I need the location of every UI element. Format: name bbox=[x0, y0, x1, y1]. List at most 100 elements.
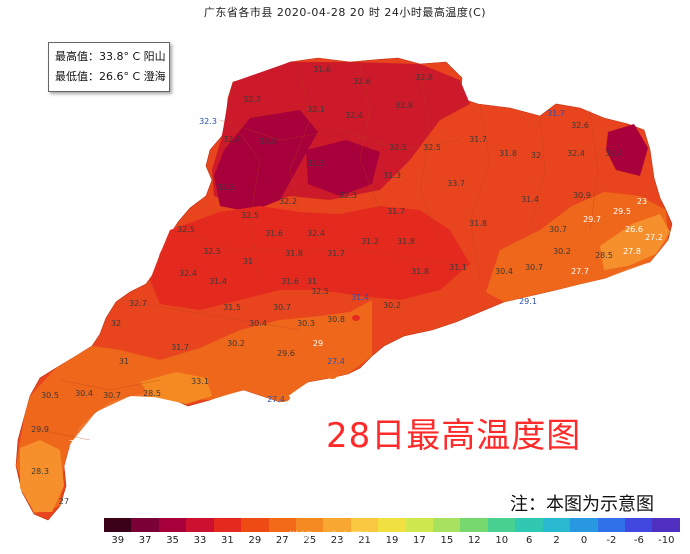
max-value-line: 最高值：33.8° C 阳山 bbox=[55, 50, 166, 63]
legend-label: 21 bbox=[358, 535, 371, 546]
station-temperature-label: 32.4 bbox=[179, 269, 197, 278]
station-values: 31.6 32.6 32.8 32.7 32.1 32.4 32.8 32.3 32.4 33.8… bbox=[31, 65, 663, 506]
station-temperature-label: 32.5 bbox=[311, 287, 329, 296]
station-temperature-label: 29 bbox=[313, 339, 323, 348]
station-temperature-label: 29.6 bbox=[277, 349, 295, 358]
station-temperature-label: 31.1 bbox=[449, 263, 467, 272]
station-temperature-label: 27 bbox=[59, 497, 69, 506]
legend-swatch bbox=[433, 518, 461, 532]
station-temperature-label: 31.7 bbox=[387, 207, 405, 216]
legend-swatch bbox=[460, 518, 488, 532]
legend-label: 33 bbox=[193, 535, 207, 546]
legend-swatch bbox=[213, 518, 242, 532]
legend-label: 25 bbox=[303, 535, 317, 546]
legend-label: 0 bbox=[580, 535, 588, 546]
legend-swatch bbox=[515, 518, 543, 532]
legend-label: 15 bbox=[440, 535, 454, 546]
legend-label: -10 bbox=[658, 535, 675, 546]
station-temperature-label: 27.4 bbox=[327, 357, 345, 366]
legend-swatch bbox=[158, 518, 187, 532]
station-temperature-label: 32.5 bbox=[307, 159, 325, 168]
station-temperature-label: 32.1 bbox=[307, 105, 325, 114]
station-temperature-label: 27.7 bbox=[571, 267, 589, 276]
station-temperature-label: 32.5 bbox=[423, 143, 441, 152]
station-temperature-label: 30.4 bbox=[75, 389, 93, 398]
station-temperature-label: 31.7 bbox=[327, 249, 345, 258]
station-temperature-label: 32.4 bbox=[345, 111, 363, 120]
station-temperature-label: 31.6 bbox=[313, 65, 331, 74]
zone-light-orange bbox=[600, 214, 670, 270]
station-temperature-label: 33.8 bbox=[259, 137, 277, 146]
legend-label: 12 bbox=[467, 535, 481, 546]
min-value-line: 最低值：26.6° C 澄海 bbox=[55, 70, 166, 83]
station-temperature-label: 30.4 bbox=[495, 267, 513, 276]
station-temperature-label: 32.6 bbox=[353, 77, 371, 86]
station-temperature-label: 32.5 bbox=[203, 247, 221, 256]
station-temperature-label: 30.2 bbox=[383, 301, 401, 310]
station-temperature-label: 31 bbox=[307, 277, 317, 286]
station-temperature-label: 29.1 bbox=[519, 297, 537, 306]
station-temperature-label: 32.4 bbox=[223, 135, 241, 144]
legend-swatch bbox=[295, 518, 324, 532]
station-temperature-label: 30.3 bbox=[297, 319, 315, 328]
zone-deep-red bbox=[214, 110, 318, 212]
station-temperature-label: 32.2 bbox=[279, 197, 297, 206]
station-temperature-label: 29.5 bbox=[613, 207, 631, 216]
station-temperature-label: 32.5 bbox=[241, 211, 259, 220]
island bbox=[274, 394, 290, 402]
station-temperature-label: 32.7 bbox=[243, 95, 261, 104]
station-temperature-label: 32.6 bbox=[571, 121, 589, 130]
legend-label: -2 bbox=[606, 535, 617, 546]
legend-swatch bbox=[323, 518, 351, 532]
zone-deep-red-ne bbox=[606, 124, 648, 176]
station-temperature-label: 28.4 bbox=[69, 439, 87, 448]
legend-swatch bbox=[487, 518, 516, 532]
island bbox=[352, 315, 360, 321]
station-temperature-label: 31.6 bbox=[281, 277, 299, 286]
island bbox=[327, 373, 337, 379]
station-temperature-label: 31.3 bbox=[383, 171, 401, 180]
station-temperature-label: 27.4 bbox=[267, 395, 285, 404]
zone-light-orange-west bbox=[20, 440, 64, 512]
station-temperature-label: 32.5 bbox=[177, 225, 195, 234]
station-temperature-label: 32.4 bbox=[307, 229, 325, 238]
legend-swatch bbox=[652, 518, 680, 532]
legend-swatch bbox=[542, 518, 571, 532]
station-temperature-label: 32.5 bbox=[217, 183, 235, 192]
zone-orange-east bbox=[486, 192, 668, 302]
legend-swatch bbox=[268, 518, 296, 532]
station-temperature-label: 31.8 bbox=[499, 149, 517, 158]
station-temperature-label: 33.7 bbox=[447, 179, 465, 188]
station-temperature-label: 31.2 bbox=[361, 237, 379, 246]
legend-label: 2 bbox=[553, 535, 560, 546]
legend-swatch bbox=[131, 518, 159, 532]
zone-red-mid bbox=[150, 206, 470, 310]
station-temperature-label: 29.9 bbox=[31, 425, 49, 434]
station-temperature-label: 23 bbox=[637, 197, 647, 206]
station-temperature-label: 30.9 bbox=[573, 191, 591, 200]
legend-label: 29 bbox=[248, 535, 262, 546]
station-temperature-label: 28.5 bbox=[595, 251, 613, 260]
station-temperature-label: 30.4 bbox=[249, 319, 267, 328]
station-temperature-label: 32.3 bbox=[339, 191, 357, 200]
legend-swatch bbox=[405, 518, 434, 532]
station-temperature-label: 31.4 bbox=[521, 195, 539, 204]
station-temperature-label: 32.4 bbox=[605, 149, 623, 158]
station-temperature-label: 30.7 bbox=[103, 391, 121, 400]
legend-label: 35 bbox=[166, 535, 179, 546]
station-temperature-label: 31.8 bbox=[469, 219, 487, 228]
legend-label: 39 bbox=[111, 535, 125, 546]
station-temperature-label: 27.8 bbox=[623, 247, 641, 256]
legend-swatch bbox=[597, 518, 626, 532]
color-legend-bar bbox=[104, 518, 680, 532]
station-temperature-label: 31 bbox=[119, 357, 129, 366]
map-title: 广东省各市县 2020-04-28 20 时 24小时最高温度(C) bbox=[203, 6, 487, 19]
zone-deep-red-2 bbox=[306, 140, 380, 196]
legend-label: 10 bbox=[495, 535, 509, 546]
station-temperature-label: 32 bbox=[531, 151, 541, 160]
station-temperature-label: 31.8 bbox=[285, 249, 303, 258]
disclaimer-note: 注：本图为示意图 bbox=[510, 494, 654, 515]
zone-orange bbox=[16, 300, 372, 514]
station-temperature-label: 31.7 bbox=[469, 135, 487, 144]
map-caption: 28日最高温度图 bbox=[326, 416, 582, 456]
